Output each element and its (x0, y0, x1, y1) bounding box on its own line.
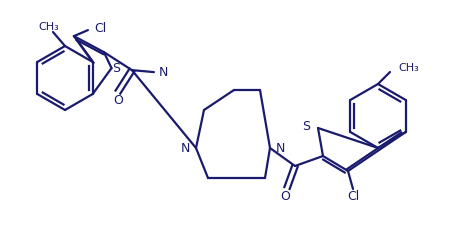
Text: CH₃: CH₃ (39, 22, 59, 32)
Text: N: N (275, 142, 285, 155)
Text: N: N (180, 142, 190, 155)
Text: S: S (302, 120, 309, 132)
Text: Cl: Cl (94, 21, 106, 35)
Text: O: O (280, 189, 289, 203)
Text: CH₃: CH₃ (397, 63, 418, 73)
Text: O: O (113, 94, 123, 107)
Text: Cl: Cl (346, 190, 358, 204)
Text: N: N (158, 66, 168, 79)
Text: S: S (112, 62, 120, 75)
